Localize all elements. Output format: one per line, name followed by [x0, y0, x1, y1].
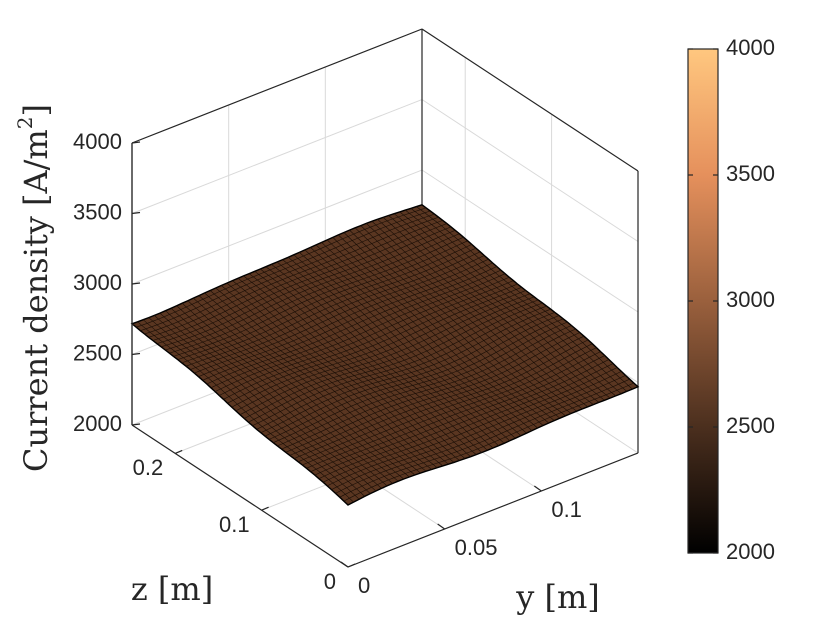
value-axis-tick: [131, 282, 141, 285]
colorbar-tick-label: 3000: [726, 287, 775, 312]
grid-line: [131, 28, 639, 172]
surface-mesh-line: [302, 343, 593, 466]
colorbar-tick-label: 4000: [726, 35, 775, 60]
surface-mesh-line: [235, 290, 526, 412]
axis-line: [421, 28, 639, 172]
y-axis-tick: [533, 485, 542, 492]
surface-mesh-line: [277, 321, 568, 447]
surface-mesh-line: [331, 371, 622, 490]
surface-mesh-line: [322, 363, 614, 483]
value-axis-label: Current density [A/m2]: [13, 104, 55, 472]
surface-mesh-line: [268, 315, 560, 440]
surface-mesh-line: [169, 233, 460, 354]
value-axis-tick-label: 4000: [73, 129, 122, 154]
colorbar-tick-label: 3500: [726, 161, 775, 186]
surface-mesh-line: [310, 351, 601, 472]
colorbar-ticks: 4000 3500 3000 2500 2000: [688, 35, 775, 564]
surface-mesh-line: [289, 332, 580, 456]
surface-mesh-line: [210, 269, 502, 389]
surface-mesh-line: [252, 302, 543, 426]
surface-mesh-line: [177, 240, 468, 360]
y-axis-tick-label: 0.05: [455, 535, 498, 560]
surface-mesh-line: [256, 305, 547, 430]
surface-mesh-line: [227, 283, 518, 404]
surface-mesh-line: [223, 280, 514, 400]
surface-mesh-line: [327, 367, 618, 487]
surface-mesh-line: [140, 210, 431, 331]
surface-mesh-line: [161, 226, 452, 348]
surface-mesh-line: [194, 255, 485, 374]
y-axis-tick: [437, 523, 446, 530]
value-axis-tick-label: 3500: [73, 199, 122, 224]
z-axis-tick-label: 0.1: [219, 512, 250, 537]
surface-mesh-line: [190, 251, 481, 370]
z-axis-tick: [347, 563, 356, 568]
value-axis-tick-label: 3000: [73, 270, 122, 295]
surface-mesh-line: [343, 382, 634, 502]
z-axis-tick-label: 0: [324, 569, 336, 594]
surface-mesh-line: [181, 244, 472, 364]
surface-mesh-line: [285, 328, 576, 453]
surface-mesh-line: [318, 359, 610, 479]
y-axis-tick-label: 0.1: [551, 497, 582, 522]
surface-mesh-line: [248, 299, 539, 423]
surface-mesh-line: [219, 276, 510, 396]
surface-mesh-line: [273, 318, 564, 443]
axis-line: [131, 424, 349, 568]
value-axis-tick: [131, 211, 141, 215]
y-axis-tick: [340, 561, 349, 568]
value-axis-tick: [131, 423, 141, 426]
surface-mesh-line: [202, 262, 493, 381]
surface-mesh-line: [281, 325, 572, 450]
surface-mesh-line: [173, 236, 464, 357]
value-axis-tick-label: 2500: [73, 340, 122, 365]
surface-fill: [130, 204, 640, 506]
surface-mesh-line: [165, 230, 456, 351]
surface-mesh-line: [264, 312, 556, 437]
surface-mesh-line: [156, 223, 448, 344]
y-axis-tick-label: 0: [358, 573, 370, 598]
surface-mesh-line: [314, 355, 605, 476]
axis-line: [347, 452, 639, 568]
surface-mesh-line: [239, 293, 531, 415]
axis-line: [131, 28, 423, 144]
surface-mesh-line: [293, 335, 585, 459]
surface-mesh-line: [231, 287, 522, 408]
value-axis-tick: [131, 141, 141, 144]
surface-mesh-line: [214, 273, 506, 392]
surface-mesh-line: [185, 247, 477, 367]
surface-mesh-line: [148, 216, 439, 338]
surface-mesh-line: [260, 308, 551, 433]
surface-mesh-line: [136, 207, 427, 328]
value-axis-label-sup: 2: [13, 116, 37, 129]
colorbar-tick-label: 2500: [726, 413, 775, 438]
z-axis-tick-label: 0.2: [133, 455, 164, 480]
surface-mesh-line: [198, 258, 489, 377]
surface-mesh-line: [306, 347, 597, 469]
z-axis-tick: [261, 506, 269, 511]
colorbar-tick-label: 2000: [726, 539, 775, 564]
surface-mesh-line: [339, 378, 630, 498]
axis-ticks: 2000 2500 3000 3500 4000 0 0.1 0.2 0 0.05 0.1: [73, 129, 582, 598]
surface-mesh-line: [298, 339, 589, 463]
z-axis-label: z [m]: [131, 570, 213, 608]
value-axis-label-end: ]: [17, 104, 55, 116]
surface-plot: [130, 204, 640, 506]
surface-mesh-line: [335, 375, 626, 494]
z-axis-tick: [174, 449, 183, 454]
value-axis-label-main: Current density [A/m: [17, 129, 55, 472]
value-axis-tick: [131, 352, 141, 356]
surface-mesh-line: [244, 296, 535, 419]
y-axis-label: y [m]: [515, 578, 600, 616]
surface-mesh-line: [144, 213, 435, 335]
value-axis-tick-label: 2000: [73, 411, 122, 436]
surface-mesh-line: [206, 266, 497, 385]
surface-mesh-line: [152, 220, 443, 341]
